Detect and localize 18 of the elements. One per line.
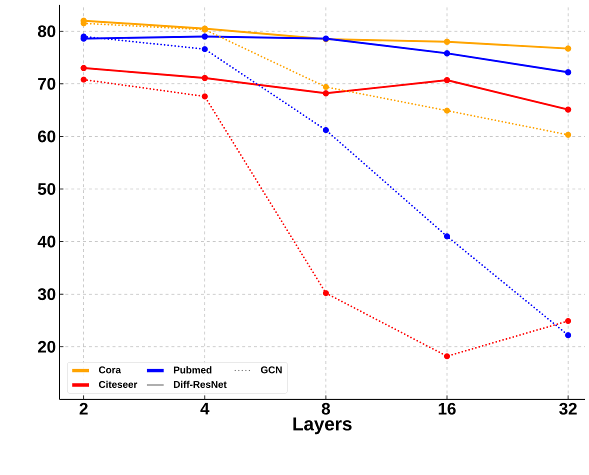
x-tick-label: 8 [322, 402, 330, 415]
y-tick-label: 70 [38, 78, 56, 90]
x-tick-label: 2 [80, 402, 88, 414]
y-tick-label: 30 [38, 288, 56, 300]
y-tick-label: 80 [38, 25, 56, 38]
y-tick-label: 20 [38, 340, 56, 353]
x-axis-title: Layers [293, 417, 352, 434]
x-tick-label: 4 [200, 402, 210, 414]
y-tick-label: 40 [38, 236, 56, 248]
annotation: GCN [260, 366, 282, 374]
legend-label: Pubmed [174, 366, 212, 374]
legend-label: Cora [98, 366, 122, 374]
x-tick-label: 16 [438, 402, 456, 415]
y-tick-label: 50 [38, 182, 56, 195]
annotation: Diff-ResNet [174, 380, 227, 388]
legend-label: Citeseer [98, 380, 138, 388]
y-tick-label: 60 [38, 130, 56, 142]
x-tick-label: 32 [559, 402, 577, 415]
